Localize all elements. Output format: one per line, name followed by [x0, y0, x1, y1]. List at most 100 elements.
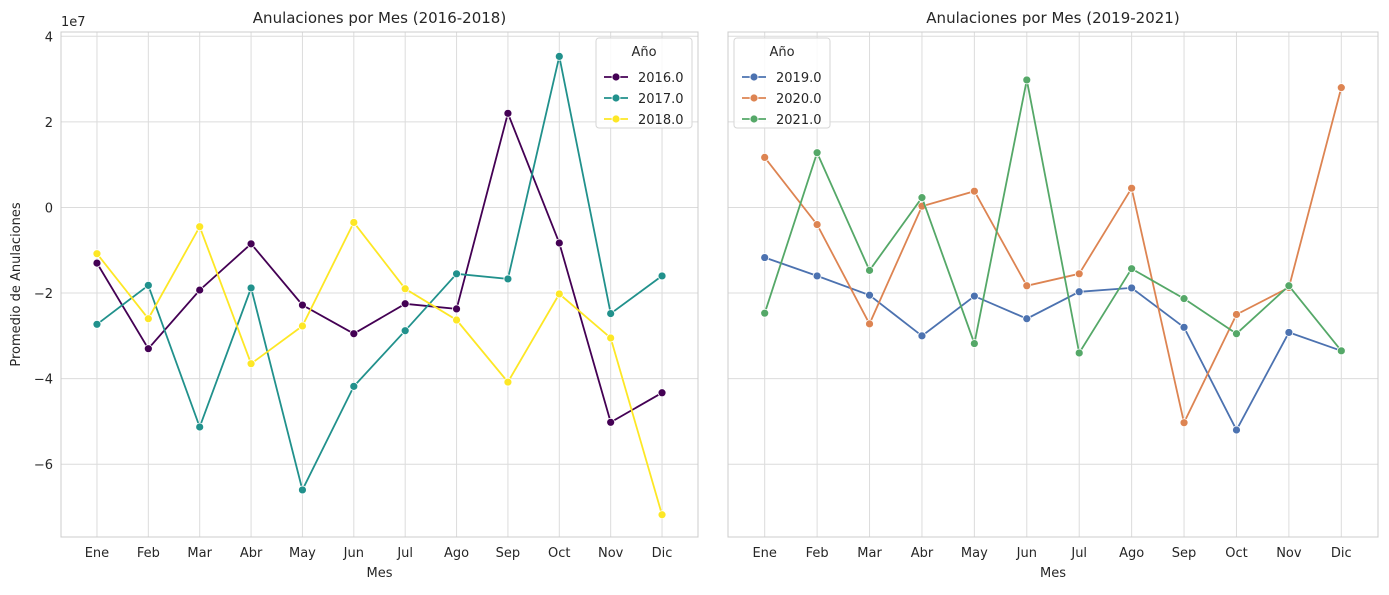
data-point — [1336, 346, 1346, 356]
x-axis-label: Mes — [367, 566, 393, 581]
series-line — [763, 79, 1343, 356]
data-point — [452, 269, 461, 279]
data-point — [195, 222, 205, 232]
data-point — [760, 308, 770, 318]
data-point — [1179, 294, 1189, 304]
x-tick-label: Mar — [857, 546, 882, 561]
y-tick-label: −2 — [34, 287, 53, 302]
data-point — [554, 238, 564, 248]
x-tick-label: Nov — [1276, 546, 1302, 561]
data-point — [1074, 287, 1084, 297]
data-point — [917, 331, 927, 341]
data-point — [298, 485, 307, 495]
data-point — [1284, 281, 1294, 291]
y-tick-label: −4 — [34, 373, 53, 388]
data-point — [606, 333, 616, 343]
data-point — [452, 304, 461, 314]
x-tick-label: Jun — [1016, 546, 1037, 561]
series-2021.0 — [760, 75, 1346, 358]
x-tick-label: Feb — [137, 546, 160, 561]
x-tick-label: Dic — [652, 546, 673, 561]
data-point — [657, 388, 667, 398]
series-line — [96, 110, 663, 424]
data-point — [143, 314, 153, 324]
legend-marker — [749, 93, 759, 103]
legend-label: 2018.0 — [638, 113, 684, 128]
data-point — [195, 285, 205, 295]
x-tick-label: Abr — [911, 546, 934, 561]
legend-marker — [749, 72, 759, 82]
data-point — [865, 265, 874, 275]
x-axis-label: Mes — [1040, 566, 1066, 581]
data-point — [1127, 183, 1137, 193]
legend-box — [733, 37, 831, 129]
x-tick-label: Jul — [396, 546, 413, 561]
data-point — [1022, 281, 1032, 291]
data-point — [969, 339, 979, 348]
data-point — [503, 108, 513, 118]
x-tick-label: Jun — [343, 546, 364, 561]
series-2019.0 — [760, 253, 1346, 435]
chart-title: Anulaciones por Mes (2019-2021) — [926, 9, 1179, 27]
legend-marker — [611, 114, 621, 124]
legend-marker — [611, 93, 621, 103]
legend-marker — [749, 114, 759, 124]
data-point — [1074, 348, 1084, 358]
series-line — [764, 256, 1342, 432]
data-point — [1284, 328, 1294, 337]
series-line — [763, 87, 1343, 426]
y-axis-label: Promedio de Anulaciones — [9, 202, 24, 367]
y-tick-label: 2 — [45, 116, 53, 131]
data-point — [92, 249, 102, 259]
x-tick-label: Mar — [187, 546, 212, 561]
y-tick-label: −6 — [34, 458, 53, 473]
data-point — [554, 51, 564, 61]
data-point — [400, 299, 410, 309]
data-point — [812, 220, 822, 229]
legend-label: 2017.0 — [638, 92, 684, 107]
x-tick-label: Sep — [496, 546, 521, 561]
legend-label: 2016.0 — [638, 71, 684, 86]
x-tick-label: Ene — [752, 546, 776, 561]
data-point — [92, 319, 102, 329]
data-point — [246, 283, 256, 293]
plot-frame — [60, 31, 699, 538]
data-point — [1127, 264, 1137, 274]
series-line — [96, 56, 663, 493]
data-point — [865, 290, 874, 300]
x-tick-label: Feb — [806, 546, 829, 561]
data-point — [657, 510, 667, 520]
series-2018.0 — [92, 218, 667, 520]
x-tick-label: Ene — [85, 546, 109, 561]
x-tick-label: Ago — [444, 546, 469, 561]
data-point — [298, 321, 307, 331]
data-point — [812, 148, 822, 158]
data-point — [760, 152, 770, 162]
x-tick-label: Jul — [1070, 546, 1087, 561]
data-point — [143, 280, 153, 290]
x-tick-label: Abr — [240, 546, 263, 561]
data-point — [1232, 310, 1241, 319]
data-point — [246, 359, 256, 369]
data-point — [349, 381, 359, 391]
data-point — [400, 284, 410, 294]
data-point — [1127, 283, 1137, 293]
data-point — [1179, 418, 1189, 428]
chart-panel-2: Ene Feb Mar Abr May Jun Jul Ago Sep Oct Nov Dic Anul… — [727, 9, 1379, 581]
legend-title: Año — [631, 45, 656, 60]
x-tick-label: Ago — [1119, 546, 1144, 561]
data-point — [865, 319, 874, 329]
data-point — [503, 377, 513, 387]
x-tick-label: May — [961, 546, 988, 561]
legend: Año 2016.0 2017.0 2018.0 — [595, 37, 693, 129]
data-point — [760, 253, 770, 262]
data-point — [917, 193, 927, 203]
y-tick-label: 4 — [45, 30, 53, 45]
data-point — [1232, 425, 1241, 435]
legend-label: 2019.0 — [776, 71, 822, 86]
data-point — [606, 309, 616, 319]
data-point — [969, 186, 979, 196]
series-2016.0 — [92, 108, 667, 427]
data-point — [349, 218, 359, 227]
